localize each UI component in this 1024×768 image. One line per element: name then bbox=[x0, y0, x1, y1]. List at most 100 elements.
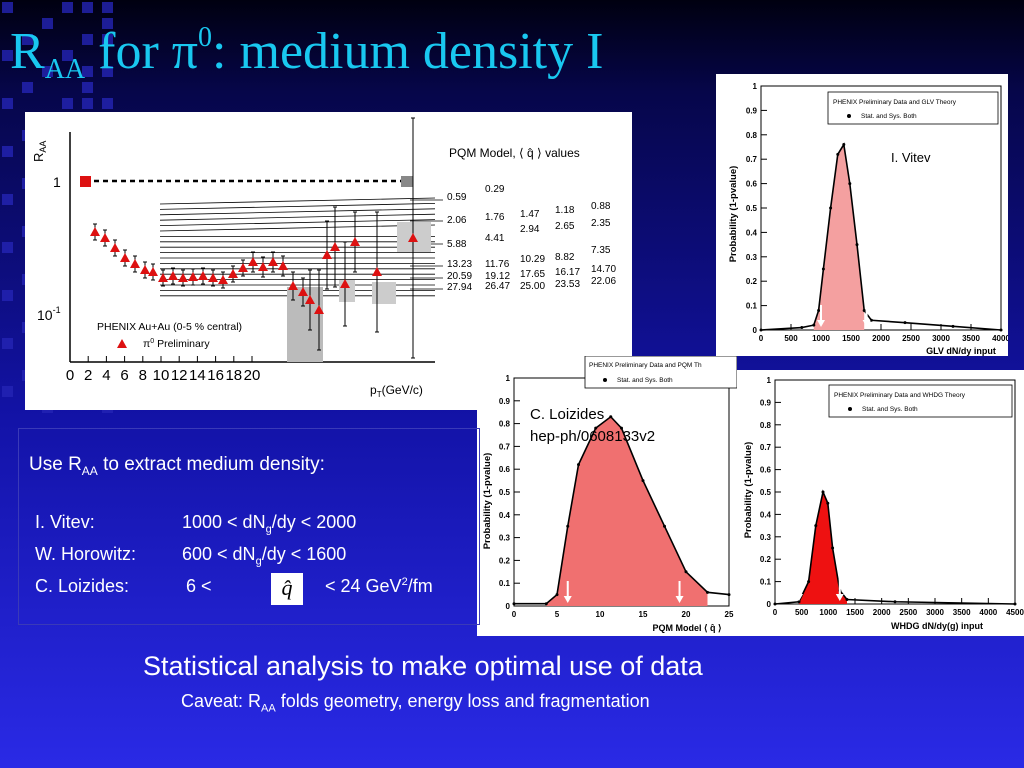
pqm-col4-value: 23.53 bbox=[555, 279, 580, 290]
vitev-curve-point bbox=[842, 143, 846, 147]
loizides-y-tick-label: 0 bbox=[506, 602, 511, 611]
pqm-col3-value: 10.29 bbox=[520, 254, 545, 265]
vitev-y-tick-label: 0.5 bbox=[746, 204, 758, 213]
whdg-x-ticks: 0 500 1000 1500 2000 2500 3000 3500 4000 4500 bbox=[773, 598, 1024, 617]
decorative-square bbox=[102, 18, 113, 29]
vitev-x-tick-label: 0 bbox=[759, 334, 764, 343]
pqm-model-curve bbox=[159, 208, 436, 216]
raa-x-tick-label: 0 bbox=[66, 367, 74, 384]
loizides-x-tick-label: 20 bbox=[682, 610, 691, 619]
decorative-square bbox=[82, 66, 93, 77]
loizides-shaded-region bbox=[546, 416, 708, 606]
loizides-curve-point bbox=[663, 524, 666, 528]
whdg-y-tick-label: 0 bbox=[767, 600, 772, 609]
whdg-probability-curve bbox=[773, 489, 1017, 606]
whdg-x-tick-label: 4500 bbox=[1006, 608, 1024, 617]
raa-triangle-point bbox=[120, 253, 130, 262]
decorative-square bbox=[2, 290, 13, 301]
loizides-range-arrowhead bbox=[563, 596, 572, 603]
loizides-y-tick-label: 0.2 bbox=[499, 556, 511, 565]
textbox-heading: Use RAA to extract medium density: bbox=[29, 454, 325, 478]
raa-triangle-point bbox=[268, 257, 278, 266]
loizides-probability-curve bbox=[512, 415, 731, 606]
vitev-legend-marker bbox=[847, 114, 851, 118]
vitev-x-tick-label: 3000 bbox=[932, 334, 950, 343]
vitev-curve-line bbox=[760, 142, 1002, 331]
pqm-model-curve bbox=[159, 197, 436, 205]
caveat-text: Caveat: RAA folds geometry, energy loss … bbox=[181, 691, 650, 715]
raa-x-tick-label: 10 bbox=[153, 367, 170, 384]
loizides-curve-point bbox=[684, 570, 688, 574]
loizides-legend-marker bbox=[603, 378, 607, 382]
loizides-row-value-high: < 24 GeV2/fm bbox=[325, 576, 433, 596]
vitev-curve-point bbox=[951, 324, 955, 328]
raa-triangle-point bbox=[238, 263, 248, 272]
qhat-symbol: q̂ bbox=[281, 575, 293, 600]
raa-plot: RAA 1 10-1 0 2 4 6 8 10 12 14 16 18 20 pT(GeV/c) P… bbox=[31, 117, 616, 399]
whdg-curve-point bbox=[814, 524, 818, 528]
loizides-y-tick-label: 0.5 bbox=[499, 488, 511, 497]
whdg-y-tick-label: 0.5 bbox=[760, 488, 772, 497]
loizides-legend-title: PHENIX Preliminary Data and PQM Th bbox=[589, 362, 702, 369]
raa-triangle-point bbox=[198, 271, 208, 280]
vitev-x-tick-label: 500 bbox=[784, 334, 798, 343]
whdg-curve-point bbox=[821, 490, 825, 494]
vitev-range-arrowhead bbox=[817, 320, 825, 327]
raa-triangle-point bbox=[288, 281, 298, 290]
whdg-y-label: Probability (1-pvalue) bbox=[743, 442, 754, 539]
pqm-col2-value: 4.41 bbox=[485, 233, 505, 244]
pqm-col3-value: 25.00 bbox=[520, 281, 545, 292]
vitev-x-ticks: 0 500 1000 1500 2000 2500 3000 3500 4000 bbox=[759, 324, 1008, 343]
vitev-y-tick-label: 0.3 bbox=[746, 253, 758, 262]
raa-y-tick-01: 10-1 bbox=[37, 305, 61, 323]
whdg-y-tick-label: 1 bbox=[767, 376, 772, 385]
whdg-curve-point bbox=[893, 600, 897, 604]
pqm-left-value: 2.06 bbox=[447, 215, 467, 226]
whdg-y-tick-label: 0.7 bbox=[760, 443, 772, 452]
pqm-col5-value: 7.35 bbox=[591, 245, 611, 256]
whdg-y-tick-label: 0.3 bbox=[760, 533, 772, 542]
raa-triangle-point bbox=[188, 272, 198, 281]
raa-triangle-point bbox=[178, 273, 188, 282]
loizides-legend bbox=[584, 356, 737, 389]
whdg-x-tick-label: 500 bbox=[795, 608, 809, 617]
loizides-x-tick-label: 5 bbox=[555, 610, 560, 619]
vitev-y-tick-label: 0 bbox=[753, 326, 758, 335]
loizides-legend-entry: Stat. and Sys. Both bbox=[617, 377, 673, 384]
vitev-y-ticks: 0 0.1 0.2 0.3 0.4 0.5 0.6 0.7 0.8 0.9 1 bbox=[746, 82, 767, 335]
decorative-square bbox=[82, 2, 93, 13]
decorative-square bbox=[2, 242, 13, 253]
vitev-curve-point bbox=[855, 243, 859, 247]
whdg-curve-point bbox=[826, 501, 830, 505]
vitev-y-tick-label: 0.6 bbox=[746, 180, 758, 189]
legend-triangle-marker bbox=[117, 339, 127, 348]
raa-x-tick-label: 12 bbox=[171, 367, 188, 384]
decorative-square bbox=[82, 82, 93, 93]
loizides-y-tick-label: 0.6 bbox=[499, 465, 511, 474]
medium-density-textbox: Use RAA to extract medium density: I. Vi… bbox=[18, 428, 480, 625]
raa-x-tick-label: 6 bbox=[120, 367, 128, 384]
raa-triangle-point bbox=[148, 267, 158, 276]
raa-triangle-point bbox=[314, 305, 324, 314]
vitev-legend bbox=[827, 91, 999, 125]
whdg-curve-point bbox=[831, 546, 835, 550]
sys-box-17 bbox=[372, 282, 396, 304]
vitev-row-value: 1000 < dNg/dy < 2000 bbox=[182, 512, 357, 536]
raa-triangle-point bbox=[340, 279, 350, 288]
loizides-curve-point bbox=[566, 524, 570, 528]
pqm-col3-value: 1.47 bbox=[520, 209, 540, 220]
raa-triangle-point bbox=[298, 287, 308, 296]
vitev-x-tick-label: 3500 bbox=[962, 334, 980, 343]
whdg-curve-point bbox=[773, 602, 777, 606]
pqm-left-value: 0.59 bbox=[447, 192, 467, 203]
norm-box-left bbox=[80, 176, 91, 187]
whdg-legend-marker bbox=[848, 407, 852, 411]
slide-title: RAA for π0: medium density I bbox=[10, 22, 604, 85]
raa-data-points bbox=[90, 117, 418, 359]
whdg-x-tick-label: 1500 bbox=[846, 608, 864, 617]
whdg-x-tick-label: 1000 bbox=[819, 608, 837, 617]
decorative-square bbox=[102, 2, 113, 13]
pqm-left-value: 20.59 bbox=[447, 271, 472, 282]
vitev-x-label: GLV dN/dy input bbox=[926, 346, 996, 356]
